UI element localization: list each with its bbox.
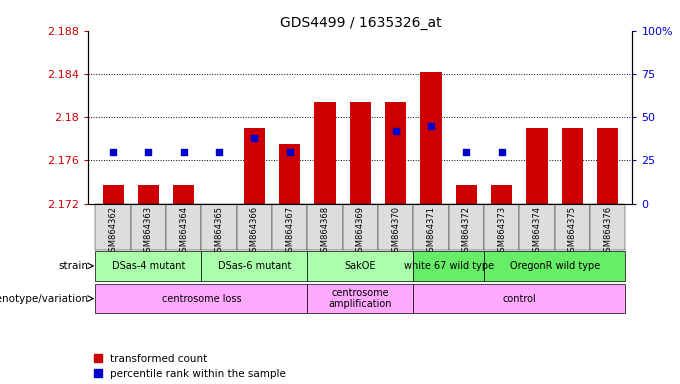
Text: GSM864363: GSM864363 <box>144 206 153 257</box>
Bar <box>456 185 477 204</box>
Text: GSM864362: GSM864362 <box>109 206 118 257</box>
FancyBboxPatch shape <box>201 204 237 250</box>
FancyBboxPatch shape <box>413 284 626 313</box>
Bar <box>138 185 159 204</box>
FancyBboxPatch shape <box>237 204 272 250</box>
FancyBboxPatch shape <box>484 204 520 250</box>
FancyBboxPatch shape <box>484 251 626 281</box>
Bar <box>279 144 301 204</box>
Point <box>284 149 295 155</box>
Text: centrosome
amplification: centrosome amplification <box>328 288 392 310</box>
Point <box>214 149 224 155</box>
Bar <box>562 128 583 204</box>
Point <box>390 128 401 134</box>
Text: GSM864368: GSM864368 <box>320 206 330 257</box>
Text: DSas-6 mutant: DSas-6 mutant <box>218 261 291 271</box>
Text: GSM864370: GSM864370 <box>391 206 401 257</box>
FancyBboxPatch shape <box>307 284 413 313</box>
Text: control: control <box>503 293 537 304</box>
Bar <box>314 102 336 204</box>
Text: GSM864372: GSM864372 <box>462 206 471 257</box>
FancyBboxPatch shape <box>272 204 307 250</box>
Text: GSM864376: GSM864376 <box>603 206 612 257</box>
Text: GSM864366: GSM864366 <box>250 206 259 257</box>
Point <box>107 149 118 155</box>
Text: DSas-4 mutant: DSas-4 mutant <box>112 261 185 271</box>
Legend: transformed count, percentile rank within the sample: transformed count, percentile rank withi… <box>94 354 286 379</box>
FancyBboxPatch shape <box>343 204 378 250</box>
Bar <box>420 72 441 204</box>
Text: OregonR wild type: OregonR wild type <box>509 261 600 271</box>
Bar <box>526 128 547 204</box>
Point <box>426 122 437 129</box>
Point <box>143 149 154 155</box>
FancyBboxPatch shape <box>413 204 449 250</box>
Bar <box>350 102 371 204</box>
Bar <box>173 185 194 204</box>
FancyBboxPatch shape <box>95 284 307 313</box>
Bar <box>385 102 407 204</box>
Title: GDS4499 / 1635326_at: GDS4499 / 1635326_at <box>279 16 441 30</box>
FancyBboxPatch shape <box>201 251 307 281</box>
FancyBboxPatch shape <box>307 204 343 250</box>
Text: GSM864373: GSM864373 <box>497 206 506 257</box>
Point <box>496 149 507 155</box>
Bar <box>244 128 265 204</box>
Point <box>461 149 472 155</box>
Text: GSM864371: GSM864371 <box>426 206 436 257</box>
Bar <box>103 185 124 204</box>
FancyBboxPatch shape <box>413 251 484 281</box>
FancyBboxPatch shape <box>449 204 484 250</box>
FancyBboxPatch shape <box>520 204 555 250</box>
Text: genotype/variation: genotype/variation <box>0 293 88 304</box>
Bar <box>597 128 618 204</box>
Bar <box>209 204 230 207</box>
Text: GSM864365: GSM864365 <box>215 206 224 257</box>
Text: SakOE: SakOE <box>345 261 376 271</box>
FancyBboxPatch shape <box>166 204 201 250</box>
Text: GSM864364: GSM864364 <box>180 206 188 257</box>
Text: GSM864369: GSM864369 <box>356 206 365 257</box>
FancyBboxPatch shape <box>131 204 166 250</box>
FancyBboxPatch shape <box>378 204 413 250</box>
Point <box>178 149 189 155</box>
FancyBboxPatch shape <box>95 204 131 250</box>
FancyBboxPatch shape <box>95 251 201 281</box>
Point <box>249 135 260 141</box>
Text: centrosome loss: centrosome loss <box>162 293 241 304</box>
Text: white 67 wild type: white 67 wild type <box>404 261 494 271</box>
Text: GSM864374: GSM864374 <box>532 206 541 257</box>
FancyBboxPatch shape <box>555 204 590 250</box>
FancyBboxPatch shape <box>307 251 413 281</box>
Text: strain: strain <box>58 261 88 271</box>
Text: GSM864375: GSM864375 <box>568 206 577 257</box>
Bar <box>491 185 512 204</box>
FancyBboxPatch shape <box>590 204 626 250</box>
Text: GSM864367: GSM864367 <box>285 206 294 257</box>
